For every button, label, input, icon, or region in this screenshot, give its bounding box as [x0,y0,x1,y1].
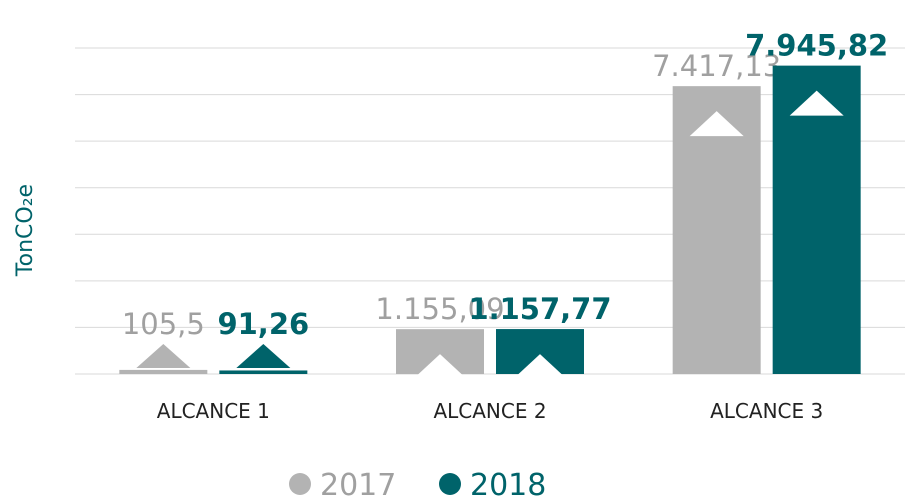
value-label: 7.417,13 [652,49,781,83]
bar-icon [689,111,744,137]
bar-icon [236,344,291,368]
bar-icon [136,344,191,368]
legend-label: 2017 [320,468,396,498]
value-label: 1.157,77 [468,292,611,326]
value-label: 105,5 [122,307,205,341]
bar [119,369,208,374]
bar-icon [513,354,567,380]
legend-marker [439,473,461,495]
value-label: 1.155,09 [375,292,504,326]
bar [772,65,861,374]
value-label: 7.945,82 [745,29,888,63]
x-tick-label: ALCANCE 1 [157,399,270,423]
y-axis-label: TonCO₂e [13,184,38,277]
x-tick-label: ALCANCE 3 [710,399,823,423]
bar [219,370,308,374]
value-label: 91,26 [217,307,309,341]
legend-marker [289,473,311,495]
legend-label: 2018 [470,468,546,498]
bar-icon [789,90,844,116]
x-tick-label: ALCANCE 2 [433,399,546,423]
bar-icon [413,354,467,380]
